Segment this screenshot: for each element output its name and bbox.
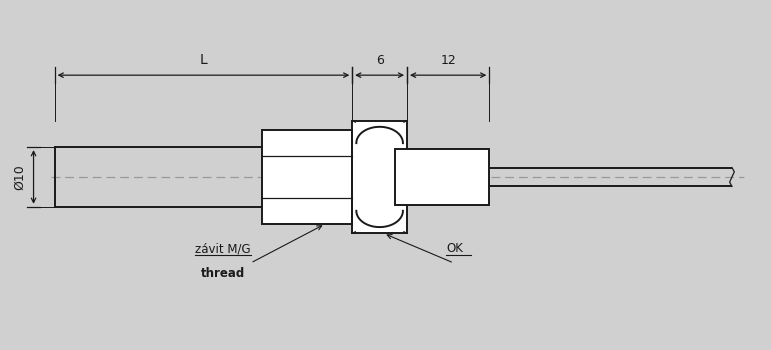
Text: L: L <box>200 53 207 67</box>
Text: 6: 6 <box>375 54 383 67</box>
Text: thread: thread <box>201 267 245 280</box>
Text: Ø10: Ø10 <box>13 164 26 190</box>
Text: OK: OK <box>446 242 463 255</box>
Bar <box>352 121 407 233</box>
Bar <box>262 130 352 224</box>
Bar <box>396 149 490 205</box>
Text: 12: 12 <box>440 54 456 67</box>
Text: závit M/G: závit M/G <box>195 242 251 255</box>
